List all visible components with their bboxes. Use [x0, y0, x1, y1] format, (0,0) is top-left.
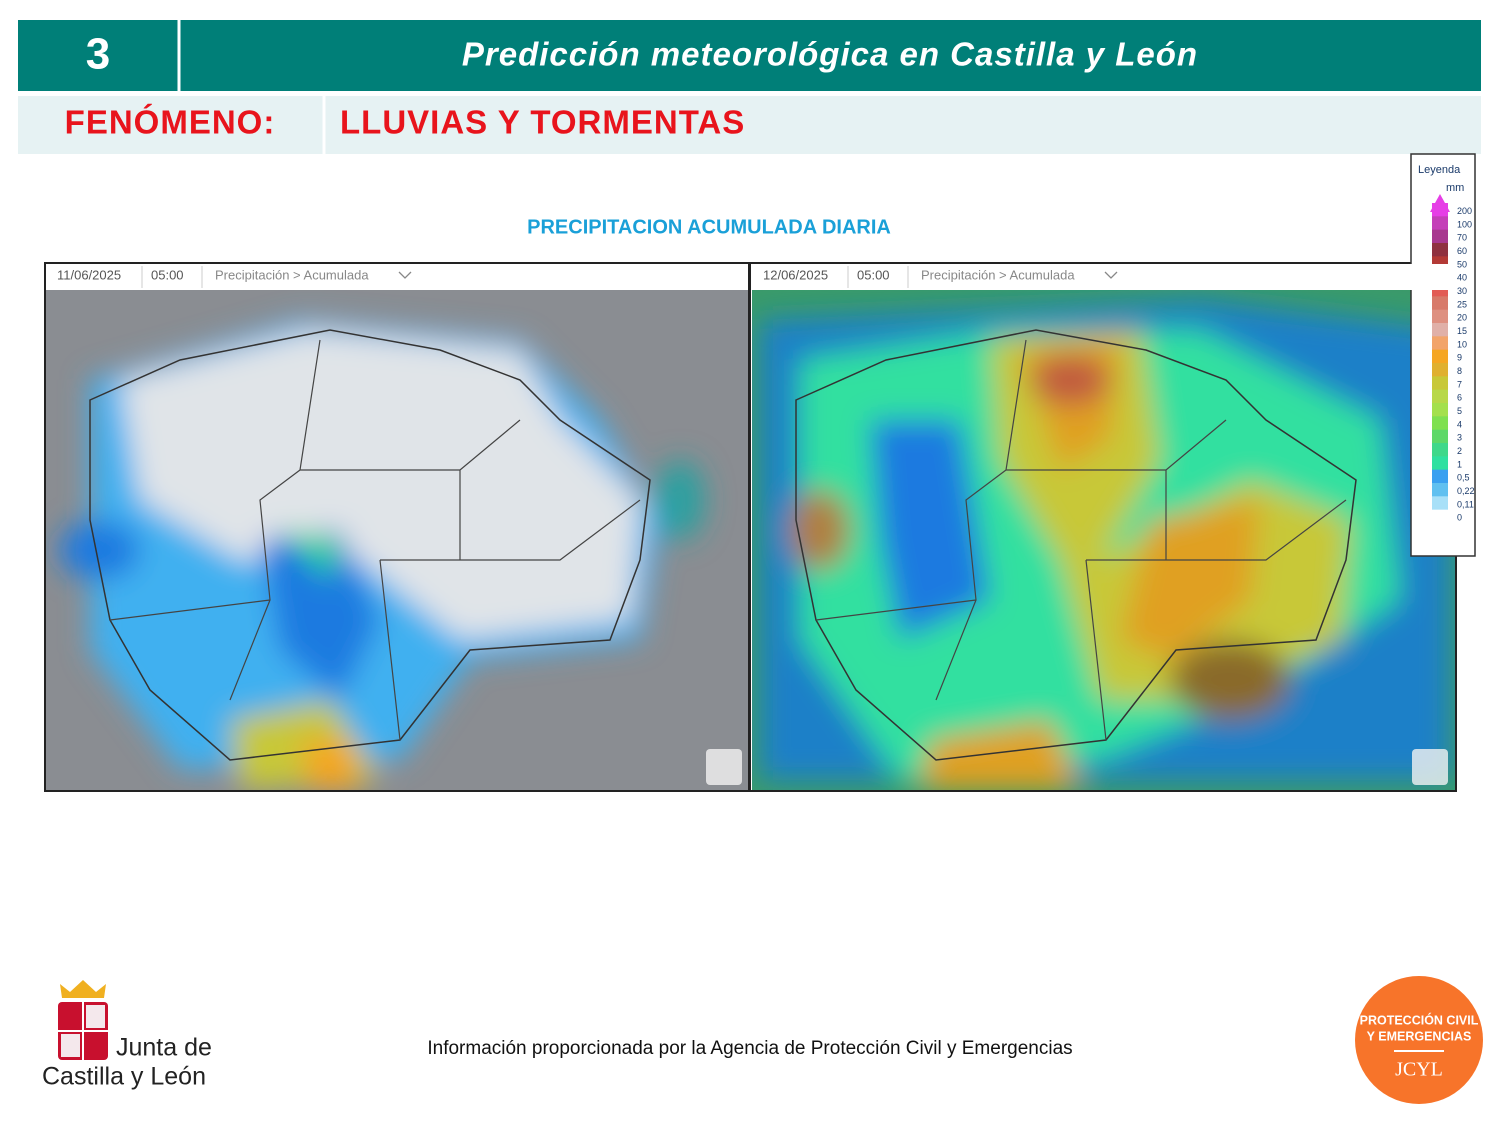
legend-label: 3 [1457, 433, 1462, 443]
legend-swatch [1432, 376, 1448, 391]
map-toolbar [752, 264, 1454, 290]
phenomenon-label: FENÓMENO: [65, 104, 276, 141]
legend-swatch [1432, 243, 1448, 257]
logo-text: Y EMERGENCIAS [1367, 1029, 1472, 1043]
legend-swatch [1432, 203, 1448, 217]
legend-swatch [1432, 509, 1448, 524]
map-layer: Precipitación > Acumulada [215, 267, 369, 282]
map [749, 262, 1457, 792]
logo-text: Castilla y León [42, 1063, 206, 1091]
legend-label: 0 [1457, 513, 1462, 523]
section-number: 3 [86, 30, 110, 79]
legend-label: 100 [1457, 219, 1472, 229]
legend-label: 4 [1457, 419, 1462, 429]
map-date: 11/06/2025 [57, 267, 121, 282]
map-time: 05:00 [151, 267, 184, 282]
map-toolbar [46, 264, 748, 290]
dropdown-icon [1104, 271, 1118, 279]
logo-left: Junta de Castilla y León [42, 980, 212, 1091]
legend-label: 30 [1457, 286, 1467, 296]
legend-swatch [1432, 349, 1448, 364]
legend-swatch [1432, 416, 1448, 431]
legend-label: 1 [1457, 459, 1462, 469]
legend-swatch [1432, 363, 1448, 377]
legend-swatch [1432, 296, 1448, 311]
legend-label: 25 [1457, 299, 1467, 309]
map [44, 262, 750, 792]
legend-label: 50 [1457, 259, 1467, 269]
legend-label: 9 [1457, 353, 1462, 363]
map-time: 05:00 [857, 267, 890, 282]
legend-label: 10 [1457, 339, 1467, 349]
legend-swatch [1432, 443, 1448, 457]
legend-label: 0,11 [1457, 499, 1474, 509]
legend-label: 7 [1457, 379, 1462, 389]
legend-unit: mm [1446, 182, 1464, 194]
legend-swatch [1432, 469, 1448, 484]
legend-label: 0,5 [1457, 473, 1470, 483]
logo-text: JCYL [1395, 1059, 1443, 1081]
legend-swatch [1432, 229, 1448, 244]
legend-swatch [1432, 216, 1448, 231]
legend-label: 40 [1457, 273, 1467, 283]
dropdown-icon [398, 271, 412, 279]
legend-label: 5 [1457, 406, 1462, 416]
map-layer: Precipitación > Acumulada [921, 267, 1075, 282]
legend-label: 0,22 [1457, 486, 1475, 496]
legend: Leyenda mm 20010070605040302520151098765… [1410, 153, 1476, 557]
legend-title: Leyenda [1418, 164, 1461, 176]
legend-label: 2 [1457, 446, 1462, 456]
legend-label: 6 [1457, 393, 1462, 403]
legend-swatch [1432, 336, 1448, 351]
logo-text: Junta de [116, 1034, 212, 1062]
legend-swatch [1432, 429, 1448, 444]
legend-swatch [1432, 403, 1448, 417]
legend-swatch [1432, 309, 1448, 324]
legend-label: 200 [1457, 206, 1472, 216]
footer-text: Información proporcionada por la Agencia… [427, 1038, 1072, 1059]
legend-label: 70 [1457, 233, 1467, 243]
map-date: 12/06/2025 [763, 267, 828, 282]
legend-swatch [1432, 456, 1448, 471]
legend-swatch [1432, 483, 1448, 497]
legend-label: 20 [1457, 313, 1467, 323]
logo-text: PROTECCIÓN CIVIL [1360, 1012, 1479, 1027]
header-title: Predicción meteorológica en Castilla y L… [462, 36, 1198, 73]
legend-label: 15 [1457, 326, 1467, 336]
legend-swatch [1432, 389, 1448, 404]
legend-label: 60 [1457, 246, 1467, 256]
phenomenon-value: LLUVIAS Y TORMENTAS [340, 104, 745, 141]
legend-swatch [1432, 496, 1448, 511]
phenomenon-bar [18, 96, 1481, 154]
legend-swatch [1432, 323, 1448, 337]
legend-label: 8 [1457, 366, 1462, 376]
logo-right: PROTECCIÓN CIVIL Y EMERGENCIAS JCYL [1355, 976, 1483, 1104]
header-bar [18, 20, 1481, 91]
section-title: PRECIPITACION ACUMULADA DIARIA [527, 216, 891, 238]
